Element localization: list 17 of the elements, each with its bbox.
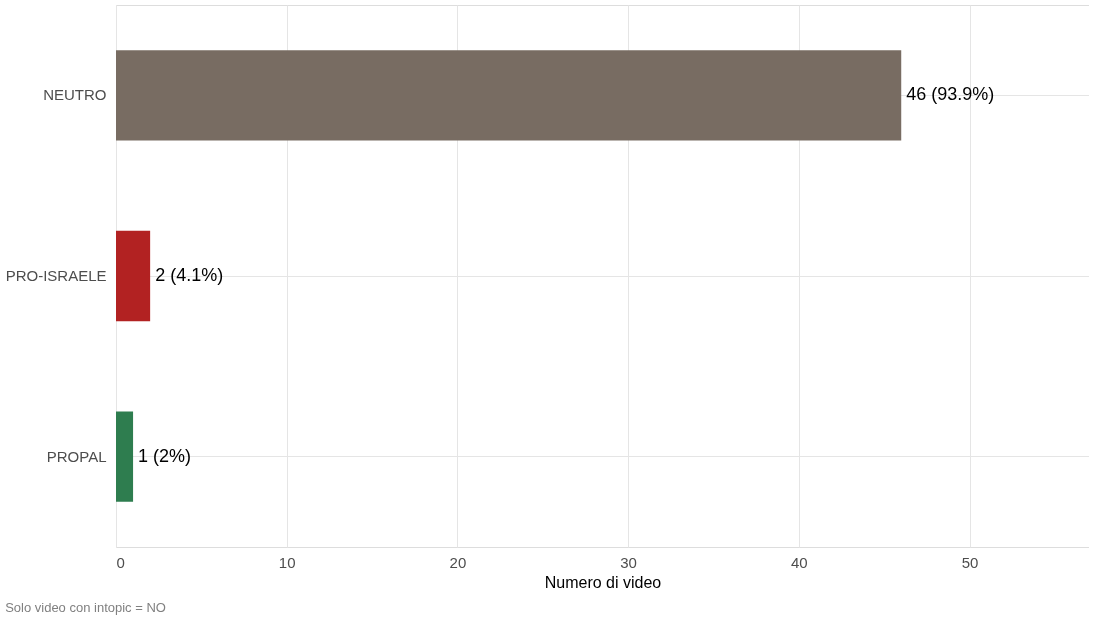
text: Solo video con intopic = NO [5, 600, 166, 615]
bar [116, 50, 902, 141]
x-tick-label: 50 [961, 553, 979, 571]
data-label: 2 (4.1%) [155, 265, 224, 285]
bar [116, 230, 151, 322]
x-tick-label: 30 [620, 553, 637, 571]
x-tick-label: 10 [278, 553, 296, 571]
x-tick-label: 0 [116, 553, 125, 571]
y-tick-label: PRO-ISRAELE [5, 267, 107, 284]
y-tick-label: NEUTRO [43, 86, 107, 104]
data-label: 1 (2%) [138, 445, 192, 466]
bar [116, 411, 134, 502]
x-axis-title: Numero di video [544, 573, 662, 591]
x-tick-label: 40 [790, 553, 808, 571]
x-tick-label: 20 [449, 553, 467, 571]
y-tick-label: PROPAL [46, 447, 107, 465]
data-label: 46 (93.9%) [906, 84, 995, 105]
